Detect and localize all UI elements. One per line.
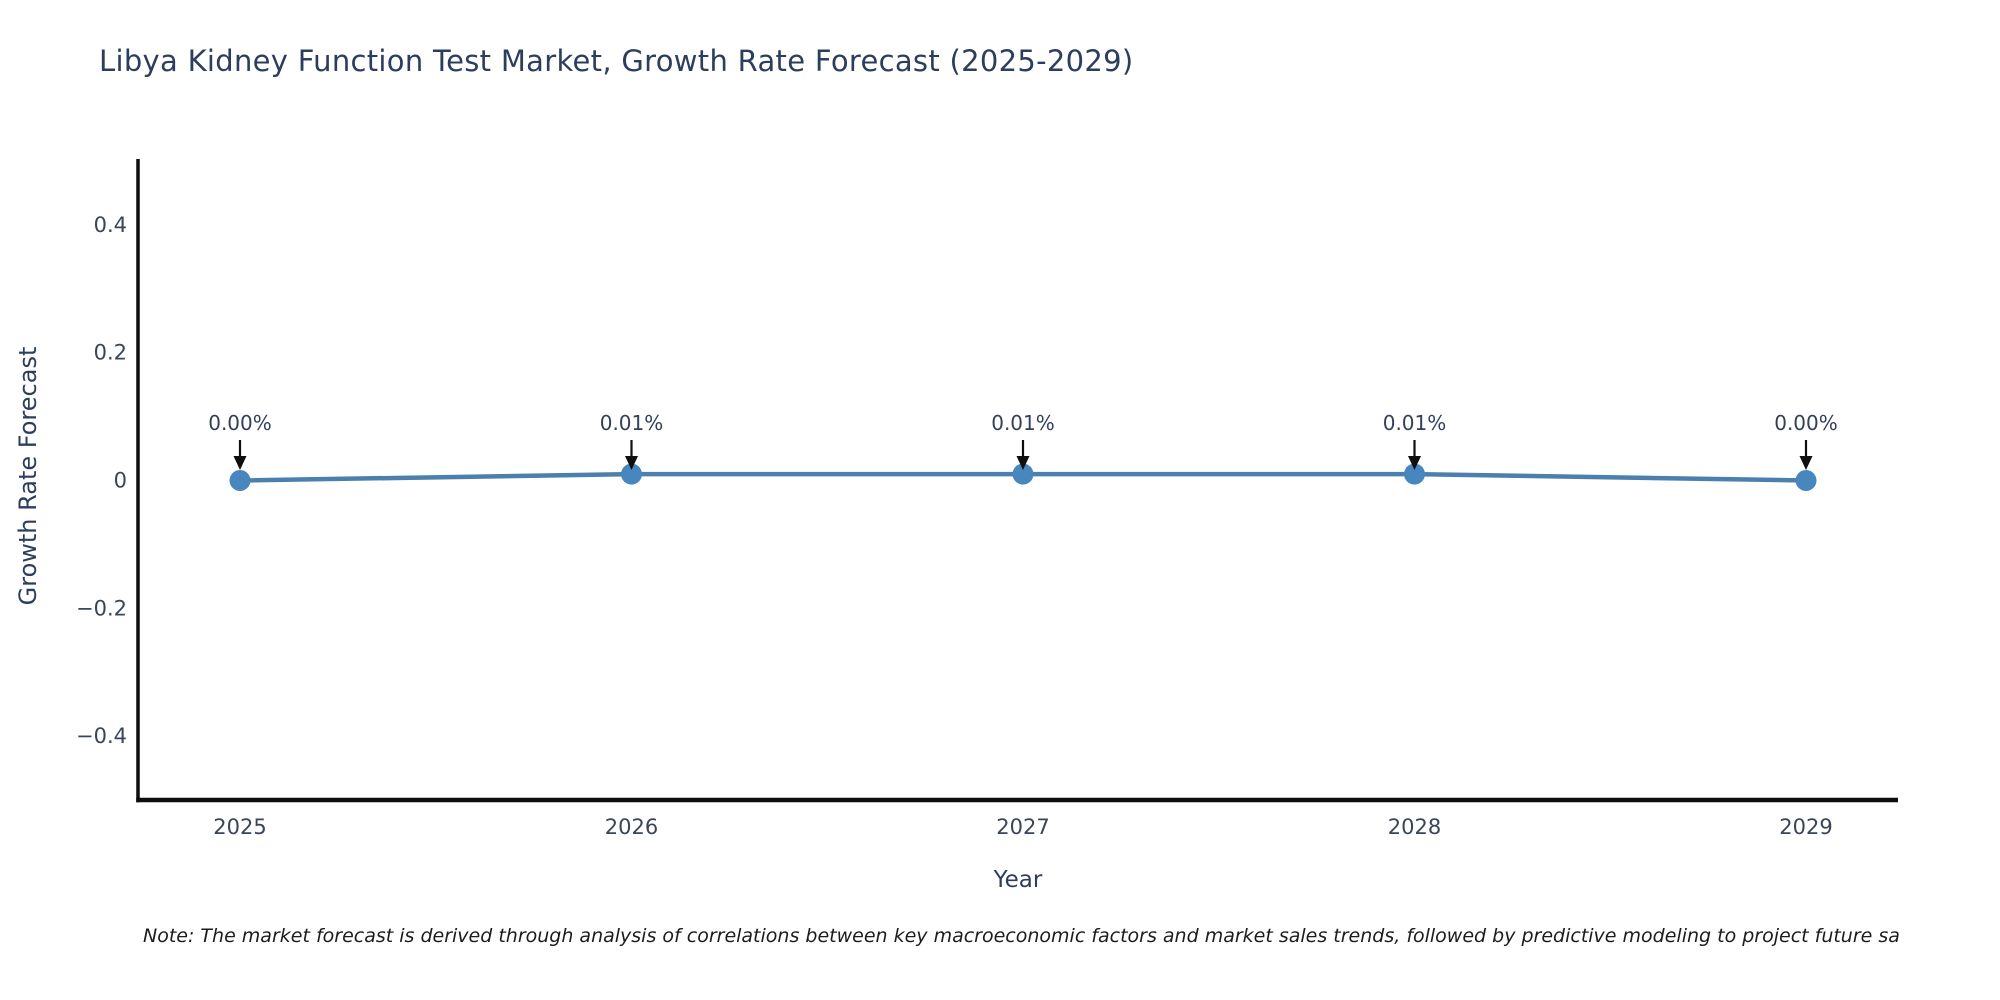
data-point-marker: [1795, 470, 1817, 491]
y-tick-label: 0.2: [94, 341, 127, 365]
chart-note: Note: The market forecast is derived thr…: [143, 925, 1900, 947]
x-axis-title: Year: [993, 867, 1043, 893]
annotation-arrow-head: [625, 456, 638, 470]
annotation-arrow-head: [1408, 456, 1421, 470]
annotation-arrow-head: [233, 456, 247, 470]
point-annotation-label: 0.01%: [600, 411, 664, 435]
x-tick-label: 2028: [1388, 815, 1441, 839]
data-point-marker: [621, 463, 642, 485]
x-tick-label: 2025: [213, 815, 266, 839]
annotation-arrow-head: [1799, 456, 1813, 470]
data-point-marker: [1012, 463, 1034, 485]
chart-title: Libya Kidney Function Test Market, Growt…: [99, 44, 1134, 78]
x-tick-label: 2027: [996, 815, 1049, 839]
y-tick-label: −0.4: [76, 724, 127, 748]
point-annotation-label: 0.00%: [1774, 411, 1838, 435]
point-annotation-label: 0.01%: [991, 411, 1055, 435]
y-tick-label: 0: [114, 469, 127, 493]
data-point-marker: [1404, 463, 1425, 485]
data-point-marker: [229, 470, 251, 491]
x-tick-label: 2029: [1779, 815, 1832, 839]
y-tick-label: 0.4: [94, 213, 127, 237]
y-tick-label: −0.2: [76, 596, 127, 620]
x-tick-label: 2026: [605, 815, 658, 839]
point-annotation-label: 0.00%: [208, 411, 272, 435]
point-annotation-label: 0.01%: [1383, 411, 1447, 435]
annotation-arrow-head: [1016, 456, 1030, 470]
